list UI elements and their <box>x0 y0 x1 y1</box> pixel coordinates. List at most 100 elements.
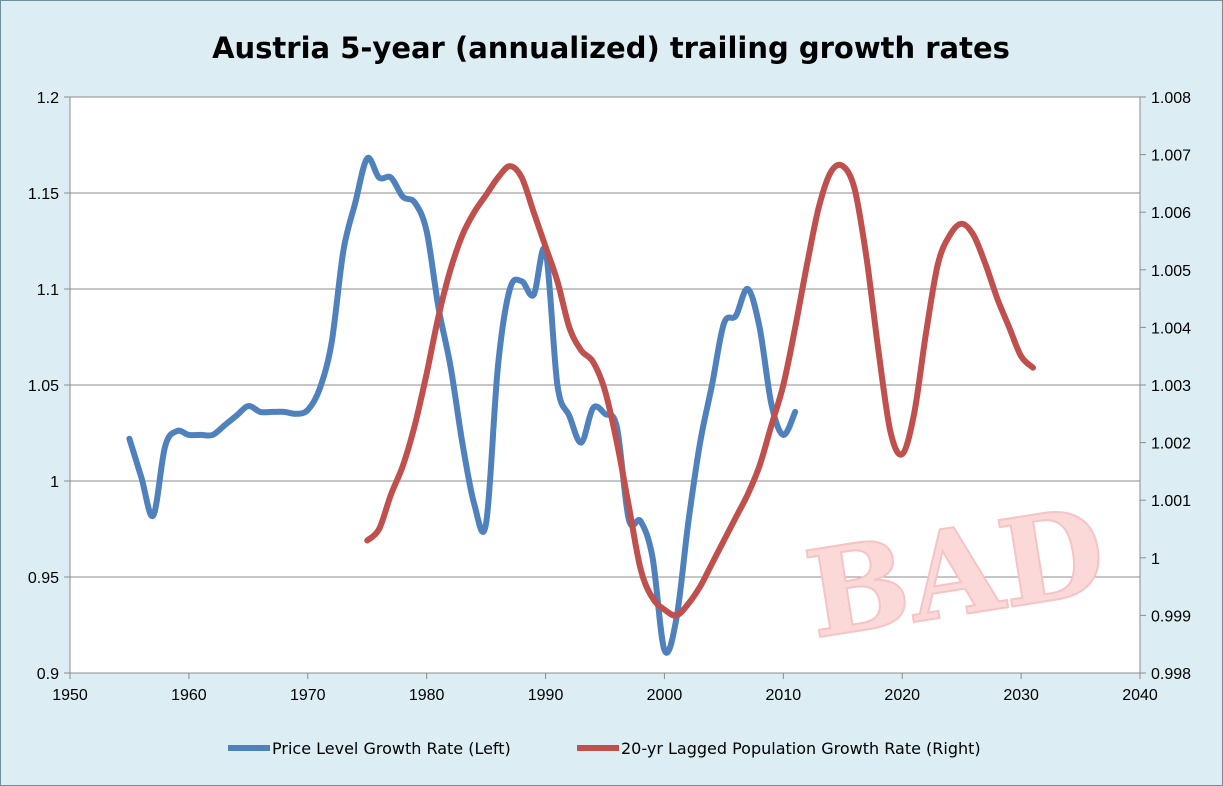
data-point <box>758 326 761 329</box>
data-point <box>616 441 618 444</box>
data-point <box>639 568 642 571</box>
right-tick-label: 1.001 <box>1151 493 1191 510</box>
data-point <box>782 434 785 436</box>
population-growth-line <box>364 161 1036 619</box>
data-point <box>711 562 713 565</box>
data-point <box>580 441 582 444</box>
data-point <box>354 201 357 204</box>
data-point <box>663 608 666 611</box>
data-point <box>675 618 678 620</box>
data-point <box>140 476 143 479</box>
right-tick-label: 1 <box>1151 551 1160 568</box>
data-point <box>782 384 785 386</box>
data-point <box>509 288 511 290</box>
legend-label: Price Level Growth Rate (Left) <box>272 739 511 758</box>
data-point <box>556 384 559 386</box>
data-point <box>746 288 749 290</box>
right-tick-label: 1.006 <box>1151 205 1191 222</box>
data-point <box>770 424 773 427</box>
data-point <box>414 424 416 427</box>
left-tick-label: 1 <box>50 474 59 491</box>
data-point <box>723 322 725 325</box>
x-tick-label: 2000 <box>647 687 683 704</box>
data-point <box>984 263 987 265</box>
data-point <box>176 430 178 432</box>
data-point <box>556 280 559 283</box>
data-point <box>437 315 440 317</box>
bad-stamp: BAD <box>796 479 1115 667</box>
x-tick-label: 2020 <box>884 687 920 704</box>
right-axis-ticks: 0.998 0.999 1 1.001 1.002 1.003 1.004 1.005 1.00… <box>1140 90 1191 683</box>
data-point <box>366 157 369 160</box>
data-point <box>735 315 737 317</box>
data-point <box>853 188 856 190</box>
data-point <box>318 388 321 390</box>
data-point <box>628 505 630 507</box>
left-tick-label: 0.9 <box>37 666 59 683</box>
data-point <box>651 597 654 599</box>
right-tick-label: 1.008 <box>1151 90 1191 107</box>
left-tick-label: 1.15 <box>28 186 59 203</box>
data-point <box>497 365 499 367</box>
left-tick-label: 1.2 <box>37 90 59 107</box>
x-tick-label: 1970 <box>290 687 326 704</box>
data-point <box>390 493 392 496</box>
data-point <box>913 413 915 415</box>
data-point <box>794 326 796 329</box>
data-point <box>568 326 571 329</box>
data-point <box>307 409 309 411</box>
right-tick-label: 1.004 <box>1151 320 1191 337</box>
data-point <box>473 211 476 213</box>
data-point <box>699 441 701 444</box>
data-point <box>402 196 404 198</box>
legend-label: 20-yr Lagged Population Growth Rate (Rig… <box>621 739 981 758</box>
data-point <box>532 294 535 296</box>
data-point <box>378 528 380 530</box>
left-axis-ticks: 0.9 0.95 1 1.05 1.1 1.15 1.2 <box>28 90 70 683</box>
data-point <box>1032 366 1034 369</box>
bad-stamp-text: BAD <box>797 480 1114 666</box>
data-point <box>842 165 844 167</box>
data-point <box>735 516 737 519</box>
data-point <box>687 522 689 524</box>
right-tick-label: 1.005 <box>1151 263 1191 280</box>
data-point <box>461 234 464 236</box>
data-point <box>723 539 725 542</box>
data-point <box>937 263 939 265</box>
data-point <box>521 280 523 283</box>
x-tick-label: 2030 <box>1003 687 1039 704</box>
data-point <box>901 453 903 455</box>
x-tick-label: 1990 <box>528 687 564 704</box>
legend: Price Level Growth Rate (Left) 20-yr Lagg… <box>228 739 981 758</box>
data-point <box>592 407 594 409</box>
data-point <box>794 411 796 413</box>
data-point <box>830 171 832 173</box>
data-point <box>1020 355 1022 358</box>
data-point <box>711 384 713 386</box>
left-tick-label: 1.05 <box>28 378 59 395</box>
data-point <box>604 390 606 392</box>
data-point <box>449 365 452 367</box>
data-point <box>592 361 594 363</box>
chart-title: Austria 5-year (annualized) trailing gro… <box>212 31 1010 65</box>
right-tick-label: 1.002 <box>1151 436 1191 453</box>
left-tick-label: 1.1 <box>37 282 59 299</box>
right-tick-label: 0.998 <box>1151 666 1191 683</box>
data-point <box>366 539 369 542</box>
data-point <box>949 234 951 236</box>
data-point <box>295 413 297 415</box>
data-point <box>925 332 927 335</box>
data-point <box>378 176 380 179</box>
data-point <box>259 411 262 413</box>
price-level-line <box>126 154 799 656</box>
x-axis-ticks: 1950 1960 1970 1980 1990 2000 2010 2020 2030 2040 <box>52 673 1158 704</box>
data-point <box>223 424 226 427</box>
data-point <box>580 349 582 352</box>
data-point <box>247 405 250 407</box>
x-tick-label: 1950 <box>52 687 88 704</box>
data-point <box>271 411 273 413</box>
data-point <box>152 514 154 517</box>
data-point <box>865 257 868 260</box>
x-tick-label: 2010 <box>766 687 802 704</box>
